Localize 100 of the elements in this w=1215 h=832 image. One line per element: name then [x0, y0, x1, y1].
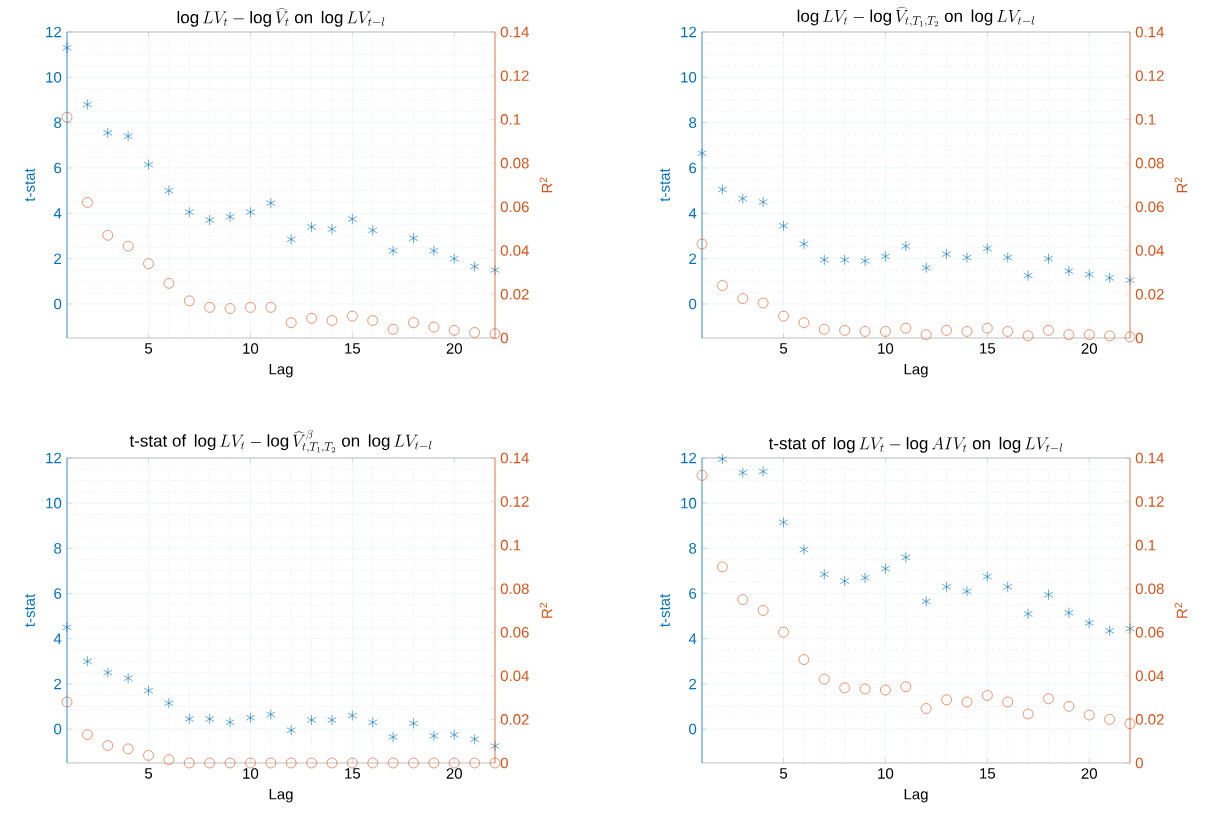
y-tick-label: 6 [54, 588, 62, 599]
point [1083, 329, 1095, 341]
point [1084, 617, 1094, 629]
point [489, 757, 501, 769]
point [449, 253, 459, 264]
x-axis-title: Lag [904, 364, 928, 378]
y-tick-label: 0 [54, 298, 62, 310]
y-tick-label: 12 [46, 452, 62, 464]
y2-tick-label: 0 [1135, 332, 1143, 344]
point [1002, 696, 1014, 708]
point [1063, 701, 1075, 712]
point [778, 626, 789, 638]
point [778, 310, 789, 322]
point [388, 245, 398, 257]
point [490, 740, 500, 752]
y2-tick-label: 0.1 [1135, 539, 1156, 551]
point [122, 743, 134, 755]
point [818, 673, 830, 685]
point [901, 552, 911, 563]
y2-axis-title: R$^{2}$ [539, 177, 553, 193]
point [224, 757, 236, 769]
point [758, 466, 768, 477]
y2-tick-label: 0.1 [500, 114, 521, 125]
y2-axis-title: R$^{2}$ [539, 602, 553, 618]
point [717, 453, 728, 465]
point [696, 238, 708, 250]
point [285, 317, 297, 328]
point [62, 42, 72, 54]
x-axis-title: Lag [269, 364, 293, 378]
y-tick-label: 4 [688, 633, 697, 644]
y-axis-title: t-stat [660, 593, 670, 627]
point [920, 329, 932, 341]
point [982, 322, 993, 334]
point [900, 322, 912, 334]
point [102, 740, 114, 751]
y2-tick-label: 0.08 [1135, 157, 1164, 169]
chart-title: $\textrm{t-stat of }\log LV_t - \log \widehat{V}^{\beta}_{t,T_1,T_2} \ \mathrm{on}\ \log LV_{t-l}$ [129, 429, 432, 453]
point [82, 99, 93, 110]
y2-tick-label: 0.06 [1135, 626, 1164, 638]
point [880, 326, 891, 337]
y2-tick-label: 0.02 [1135, 714, 1164, 725]
chart-title: $\log LV_t - \log \widehat{V}_{t,T_1,T_2} \ \mathrm{on}\ \log LV_{t-l}$ [797, 6, 1035, 27]
point [82, 729, 93, 740]
point [327, 714, 337, 726]
point [859, 326, 871, 337]
y2-tick-label: 0.14 [500, 452, 529, 464]
point [61, 696, 73, 708]
point [428, 757, 440, 769]
point [982, 690, 993, 701]
point [266, 709, 276, 720]
y-tick-label: 12 [46, 26, 62, 38]
y2-tick-label: 0.04 [1135, 670, 1164, 682]
x-tick-label: 5 [144, 768, 153, 779]
point [1104, 330, 1115, 342]
point [387, 323, 399, 335]
point [429, 245, 439, 257]
point [880, 684, 891, 696]
point [61, 111, 73, 123]
point [1125, 623, 1135, 634]
y2-axis-title: R$^{2}$ [1174, 177, 1188, 193]
y-tick-label: 0 [689, 723, 697, 735]
point [921, 262, 931, 274]
point [143, 159, 154, 170]
point [286, 724, 296, 736]
point [490, 264, 500, 276]
y2-tick-label: 0.02 [500, 288, 529, 300]
point [469, 261, 480, 272]
y2-tick-label: 0.08 [1135, 583, 1164, 595]
point [880, 251, 891, 262]
y2-tick-label: 0.04 [500, 245, 529, 256]
y-tick-label: 8 [689, 117, 697, 128]
point [469, 327, 480, 338]
point [245, 206, 256, 218]
point [778, 220, 789, 232]
x-tick-label: 20 [1081, 768, 1097, 779]
point [778, 517, 789, 528]
point [326, 757, 338, 769]
point [860, 255, 870, 267]
point [1023, 608, 1033, 620]
point [1043, 589, 1054, 600]
y2-tick-label: 0.14 [1135, 26, 1164, 38]
point [266, 197, 276, 209]
y2-tick-label: 0.06 [1135, 201, 1164, 213]
x-tick-label: 10 [243, 768, 259, 779]
point [367, 757, 379, 769]
y-tick-label: 2 [54, 678, 62, 690]
point [962, 252, 972, 263]
point [1043, 325, 1054, 336]
point [408, 232, 419, 244]
y-tick-label: 10 [681, 497, 697, 509]
point [961, 696, 973, 708]
point [737, 293, 749, 304]
point [799, 238, 809, 250]
point [921, 596, 931, 607]
point [163, 754, 175, 766]
point [941, 325, 952, 336]
point [1022, 708, 1034, 720]
y-tick-label: 12 [681, 26, 697, 38]
point [143, 750, 154, 761]
y-tick-label: 6 [689, 162, 697, 174]
